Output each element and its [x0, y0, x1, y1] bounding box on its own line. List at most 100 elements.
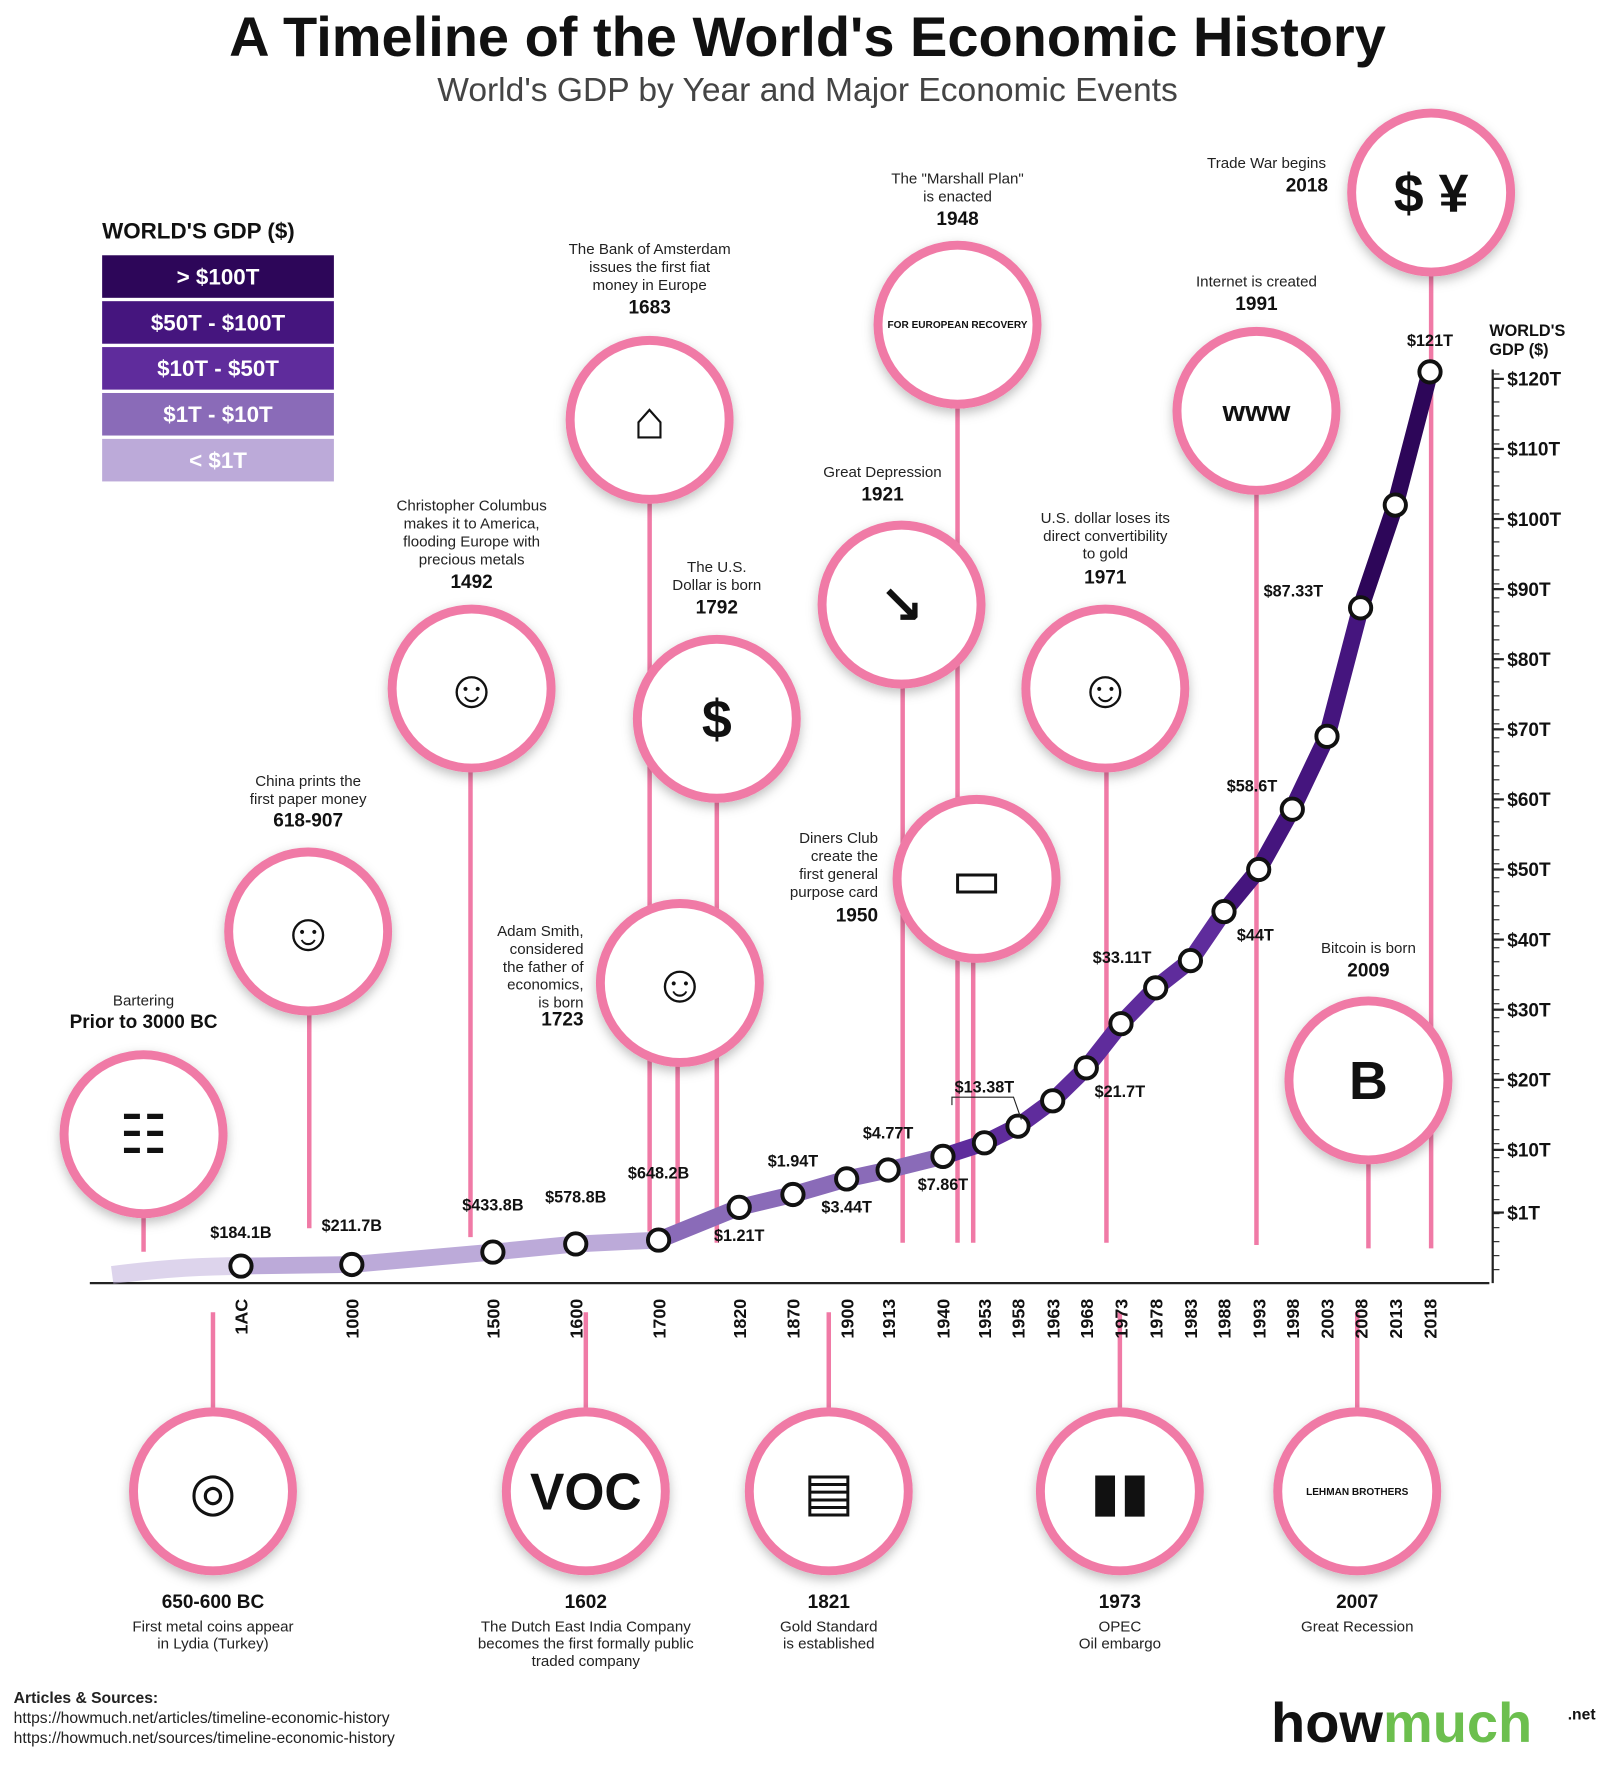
x-tick-label: 1913 [879, 1299, 899, 1339]
event-year: 1792 [696, 598, 738, 619]
event-circle: B [1284, 996, 1453, 1165]
event-circle: $ [632, 634, 801, 803]
data-point [930, 1143, 956, 1170]
y-tick-label: $80T [1507, 650, 1551, 671]
data-point [780, 1181, 806, 1208]
event-description: The Bank of Amsterdam [569, 241, 731, 258]
event-description: issues the first fiat [589, 259, 711, 276]
gdp-line-segment [1283, 727, 1336, 818]
data-label: $13.38T [955, 1079, 1015, 1097]
credit-card-icon: ▭ [951, 850, 1002, 910]
x-tick-label: 1940 [934, 1299, 954, 1339]
event-year: 1602 [565, 1592, 607, 1613]
event-description: Diners Club [799, 830, 878, 847]
x-tick-label: 1988 [1215, 1299, 1235, 1339]
event-description: First metal coins appear [132, 1618, 293, 1635]
event-ring [744, 1407, 913, 1576]
y-tick-label: $100T [1507, 510, 1561, 531]
legend-label: $1T - $10T [163, 402, 273, 427]
event-circle: VOC [501, 1407, 670, 1576]
adam-smith-portrait-icon: ☺ [652, 954, 707, 1014]
x-tick-label: 1820 [730, 1299, 750, 1339]
event-description: precious metals [419, 551, 525, 568]
event-description: OPEC [1098, 1618, 1141, 1635]
computer-icon: www [1221, 396, 1290, 428]
events: Bartering Prior to 3000 BC ☷ China prints t… [59, 108, 1516, 1670]
y-tick-label: $120T [1507, 370, 1561, 391]
y-tick-label: $60T [1507, 790, 1551, 811]
event-ring [892, 794, 1061, 963]
event-description: considered [510, 941, 584, 958]
data-point [971, 1130, 997, 1156]
event-circle: ⌂ [565, 335, 734, 504]
data-label: $433.8B [462, 1197, 523, 1215]
event-year: 1991 [1235, 294, 1278, 315]
handshake-icon: ☷ [119, 1105, 167, 1165]
legend: WORLD'S GDP ($) > $100T $50T - $100T $10T … [102, 218, 334, 482]
event-description: makes it to America, [404, 515, 540, 532]
event-year: 1492 [450, 572, 492, 593]
gdp-line-segment [1352, 496, 1404, 617]
x-tick-label: 2003 [1318, 1299, 1338, 1339]
event-description: Christopher Columbus [396, 498, 547, 515]
data-label: $211.7B [322, 1217, 382, 1235]
event-description: becomes the first formally public [478, 1636, 694, 1653]
nixon-portrait-icon: ☺ [1078, 659, 1133, 719]
event-year: 2009 [1347, 960, 1389, 981]
event-description: first paper money [250, 791, 367, 808]
event-year: 1950 [836, 905, 878, 926]
x-tick-label: 2013 [1386, 1299, 1406, 1339]
data-point [1108, 1011, 1134, 1037]
x-tick-label: 1958 [1009, 1299, 1029, 1339]
data-point [1005, 1113, 1031, 1139]
event-circle: FOR EUROPEAN RECOVERY [873, 240, 1042, 409]
event-description: China prints the [255, 773, 361, 790]
data-label: $1.94T [768, 1153, 819, 1171]
source-link[interactable]: https://howmuch.net/sources/timeline-eco… [14, 1730, 395, 1747]
event-year: 1948 [936, 209, 978, 230]
y-tick-label: $50T [1507, 860, 1551, 881]
x-tick-label: 1870 [784, 1299, 804, 1339]
event-description: is enacted [923, 189, 992, 206]
event-ring [387, 604, 556, 773]
event-circle: ↘ [817, 520, 986, 689]
event-year: 1921 [861, 484, 904, 505]
event-circle: ☺ [1021, 604, 1190, 773]
y-axis-title: WORLD'S [1489, 322, 1565, 340]
event-ring [632, 634, 801, 803]
gdp-line-segment [1318, 599, 1369, 745]
data-point [834, 1166, 860, 1192]
event-description: first general [799, 866, 878, 883]
event-ring [1035, 1407, 1204, 1576]
event-description: Great Depression [823, 464, 941, 481]
y-axis-title: GDP ($) [1489, 341, 1548, 359]
x-tick-label: 1900 [837, 1299, 857, 1339]
event-year: 650-600 BC [162, 1592, 265, 1613]
event-description: Oil embargo [1079, 1636, 1161, 1653]
data-point [480, 1239, 506, 1265]
y-tick-label: $1T [1507, 1203, 1540, 1224]
data-point [1382, 492, 1408, 518]
x-tick-label: 1983 [1181, 1299, 1201, 1339]
data-point [1347, 595, 1374, 621]
event-circle: ☺ [595, 899, 764, 1067]
event-description: Adam Smith, [497, 923, 584, 940]
data-point [1246, 856, 1272, 883]
data-label: $7.86T [918, 1176, 969, 1194]
data-label: $33.11T [1093, 949, 1152, 967]
event-year: 1971 [1084, 567, 1127, 588]
event-description: Bitcoin is born [1321, 940, 1416, 957]
data-point [1279, 796, 1305, 822]
event-description: The Dutch East India Company [481, 1618, 691, 1635]
voc-logo-icon: VOC [530, 1462, 642, 1520]
event-description: Bartering [113, 992, 174, 1009]
data-label: $58.6T [1227, 777, 1278, 795]
event-year: 1973 [1099, 1592, 1141, 1613]
page-title: A Timeline of the World's Economic Histo… [229, 5, 1386, 68]
event-circle: ▤ [744, 1407, 913, 1576]
event-ring [1273, 1407, 1442, 1576]
source-link[interactable]: https://howmuch.net/articles/timeline-ec… [14, 1710, 390, 1727]
event-ring [501, 1407, 670, 1576]
data-label: $21.7T [1095, 1083, 1146, 1101]
